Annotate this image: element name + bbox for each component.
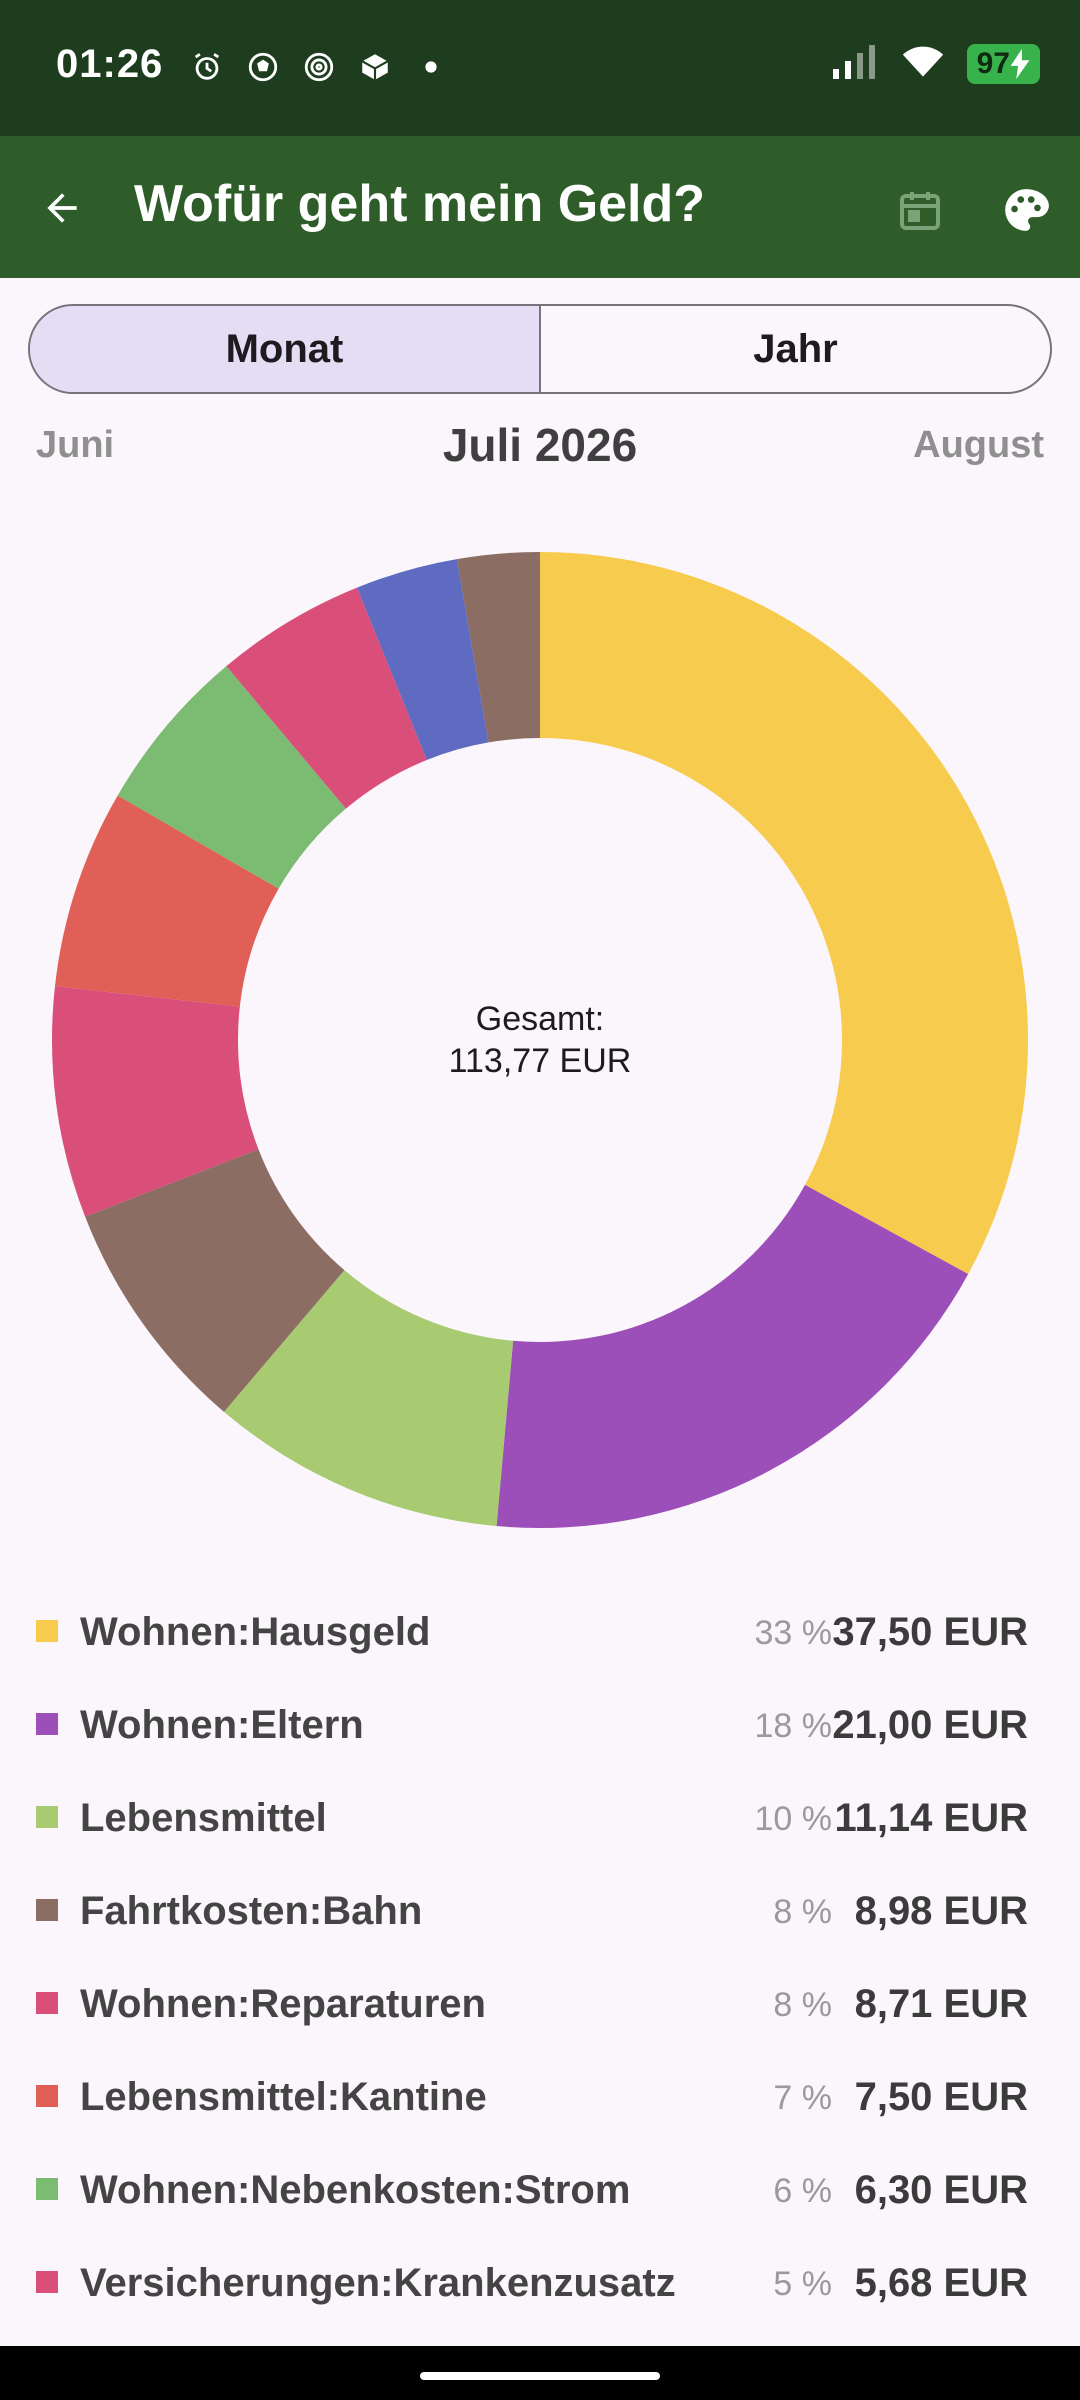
total-amount: 113,77 EUR xyxy=(448,1042,632,1080)
legend-category-name: Wohnen:Hausgeld xyxy=(80,1610,431,1654)
legend-amount: 37,50 EUR xyxy=(832,1610,1028,1654)
legend-category-name: Lebensmittel:Kantine xyxy=(80,2075,487,2119)
previous-month-button[interactable]: Juni xyxy=(36,424,115,466)
chart-slice-0[interactable] xyxy=(540,552,1028,1275)
legend-color-swatch xyxy=(36,1806,58,1828)
back-button[interactable] xyxy=(34,180,90,236)
home-gesture-handle[interactable] xyxy=(420,2372,660,2380)
alarm-icon xyxy=(188,48,226,86)
wifi-icon xyxy=(901,45,945,84)
legend-amount: 6,30 EUR xyxy=(854,2168,1028,2212)
tab-month[interactable]: Monat xyxy=(30,306,541,392)
legend-amount: 5,68 EUR xyxy=(854,2261,1028,2305)
legend-row[interactable]: Wohnen:Nebenkosten:Strom 6 % 6,30 EUR xyxy=(0,2150,1080,2243)
battery-icon: 97 xyxy=(966,44,1040,84)
legend-color-swatch xyxy=(36,1899,58,1921)
chart-slice-1[interactable] xyxy=(496,1184,969,1528)
legend-row[interactable]: Lebensmittel:Kantine 7 % 7,50 EUR xyxy=(0,2057,1080,2150)
battery-level: 97 xyxy=(976,47,1010,80)
next-month-button[interactable]: August xyxy=(913,424,1044,466)
legend-percentage: 18 % xyxy=(754,1707,833,1745)
arrow-left-icon xyxy=(47,193,77,223)
charging-icon xyxy=(1010,49,1030,79)
legend-color-swatch xyxy=(36,1620,58,1642)
legend-percentage: 8 % xyxy=(773,1986,832,2024)
legend-category-name: Fahrtkosten:Bahn xyxy=(80,1889,423,1933)
dot-icon xyxy=(412,48,450,86)
legend-percentage: 10 % xyxy=(754,1800,833,1838)
legend-amount: 7,50 EUR xyxy=(854,2075,1028,2119)
legend-amount: 11,14 EUR xyxy=(834,1796,1028,1840)
tab-year[interactable]: Jahr xyxy=(753,326,838,371)
legend-row[interactable]: Lebensmittel 10 % 11,14 EUR xyxy=(0,1778,1080,1871)
current-month-label: Juli 2026 xyxy=(442,419,638,471)
legend-category-name: Wohnen:Eltern xyxy=(80,1703,364,1747)
chart-slice-7[interactable] xyxy=(226,587,427,809)
legend-row[interactable]: Wohnen:Reparaturen 8 % 8,71 EUR xyxy=(0,1964,1080,2057)
legend-percentage: 6 % xyxy=(773,2172,832,2210)
page-title: Wofür geht mein Geld? xyxy=(134,175,706,233)
palette-button[interactable] xyxy=(996,180,1056,240)
calendar-button[interactable] xyxy=(890,180,950,240)
package-icon xyxy=(356,48,394,86)
legend-row[interactable]: Wohnen:Hausgeld 33 % 37,50 EUR xyxy=(0,1592,1080,1685)
legend-amount: 8,71 EUR xyxy=(854,1982,1028,2026)
palette-icon xyxy=(1005,189,1049,231)
legend-percentage: 7 % xyxy=(773,2079,832,2117)
total-caption: Gesamt: xyxy=(475,1000,605,1038)
soccer-ball-icon xyxy=(244,48,282,86)
legend-amount: 8,98 EUR xyxy=(854,1889,1028,1933)
chart-slice-9[interactable] xyxy=(456,552,540,743)
calendar-icon xyxy=(900,192,940,230)
status-time: 01:26 xyxy=(56,42,164,86)
legend-category-name: Lebensmittel xyxy=(80,1796,327,1840)
signal-icon xyxy=(831,44,879,84)
status-bar: 01:26 97 xyxy=(0,0,1080,136)
legend-color-swatch xyxy=(36,2178,58,2200)
legend-color-swatch xyxy=(36,1713,58,1735)
legend-amount: 21,00 EUR xyxy=(832,1703,1028,1747)
legend-color-swatch xyxy=(36,2085,58,2107)
system-navigation-bar xyxy=(0,2346,1080,2400)
legend-row[interactable]: Versicherungen:Krankenzusatz 5 % 5,68 EUR xyxy=(0,2243,1080,2336)
period-toggle: Monat Jahr xyxy=(28,304,1052,394)
legend-color-swatch xyxy=(36,1992,58,2014)
legend-category-name: Versicherungen:Krankenzusatz xyxy=(80,2261,676,2305)
chart-slice-5[interactable] xyxy=(54,795,279,1007)
legend-percentage: 8 % xyxy=(773,1893,832,1931)
legend-row[interactable]: Fahrtkosten:Bahn 8 % 8,98 EUR xyxy=(0,1871,1080,1964)
chart-slice-3[interactable] xyxy=(85,1149,345,1412)
chart-slice-4[interactable] xyxy=(52,986,259,1217)
app-bar: Wofür geht mein Geld? xyxy=(0,136,1080,278)
legend-color-swatch xyxy=(36,2271,58,2293)
chart-slice-6[interactable] xyxy=(117,666,346,889)
legend-row[interactable]: Wohnen:Eltern 18 % 21,00 EUR xyxy=(0,1685,1080,1778)
legend-percentage: 33 % xyxy=(754,1614,833,1652)
status-icons-left xyxy=(188,48,450,86)
legend-category-name: Wohnen:Nebenkosten:Strom xyxy=(80,2168,631,2212)
chart-slice-8[interactable] xyxy=(357,559,489,761)
expense-donut-chart xyxy=(52,552,1028,1528)
chart-center-total: Gesamt: 113,77 EUR xyxy=(0,998,1080,1082)
status-icons-right: 97 xyxy=(831,44,1040,84)
chart-slice-2[interactable] xyxy=(223,1270,514,1527)
spiral-icon xyxy=(300,48,338,86)
legend-percentage: 5 % xyxy=(773,2265,832,2303)
legend-category-name: Wohnen:Reparaturen xyxy=(80,1982,486,2026)
